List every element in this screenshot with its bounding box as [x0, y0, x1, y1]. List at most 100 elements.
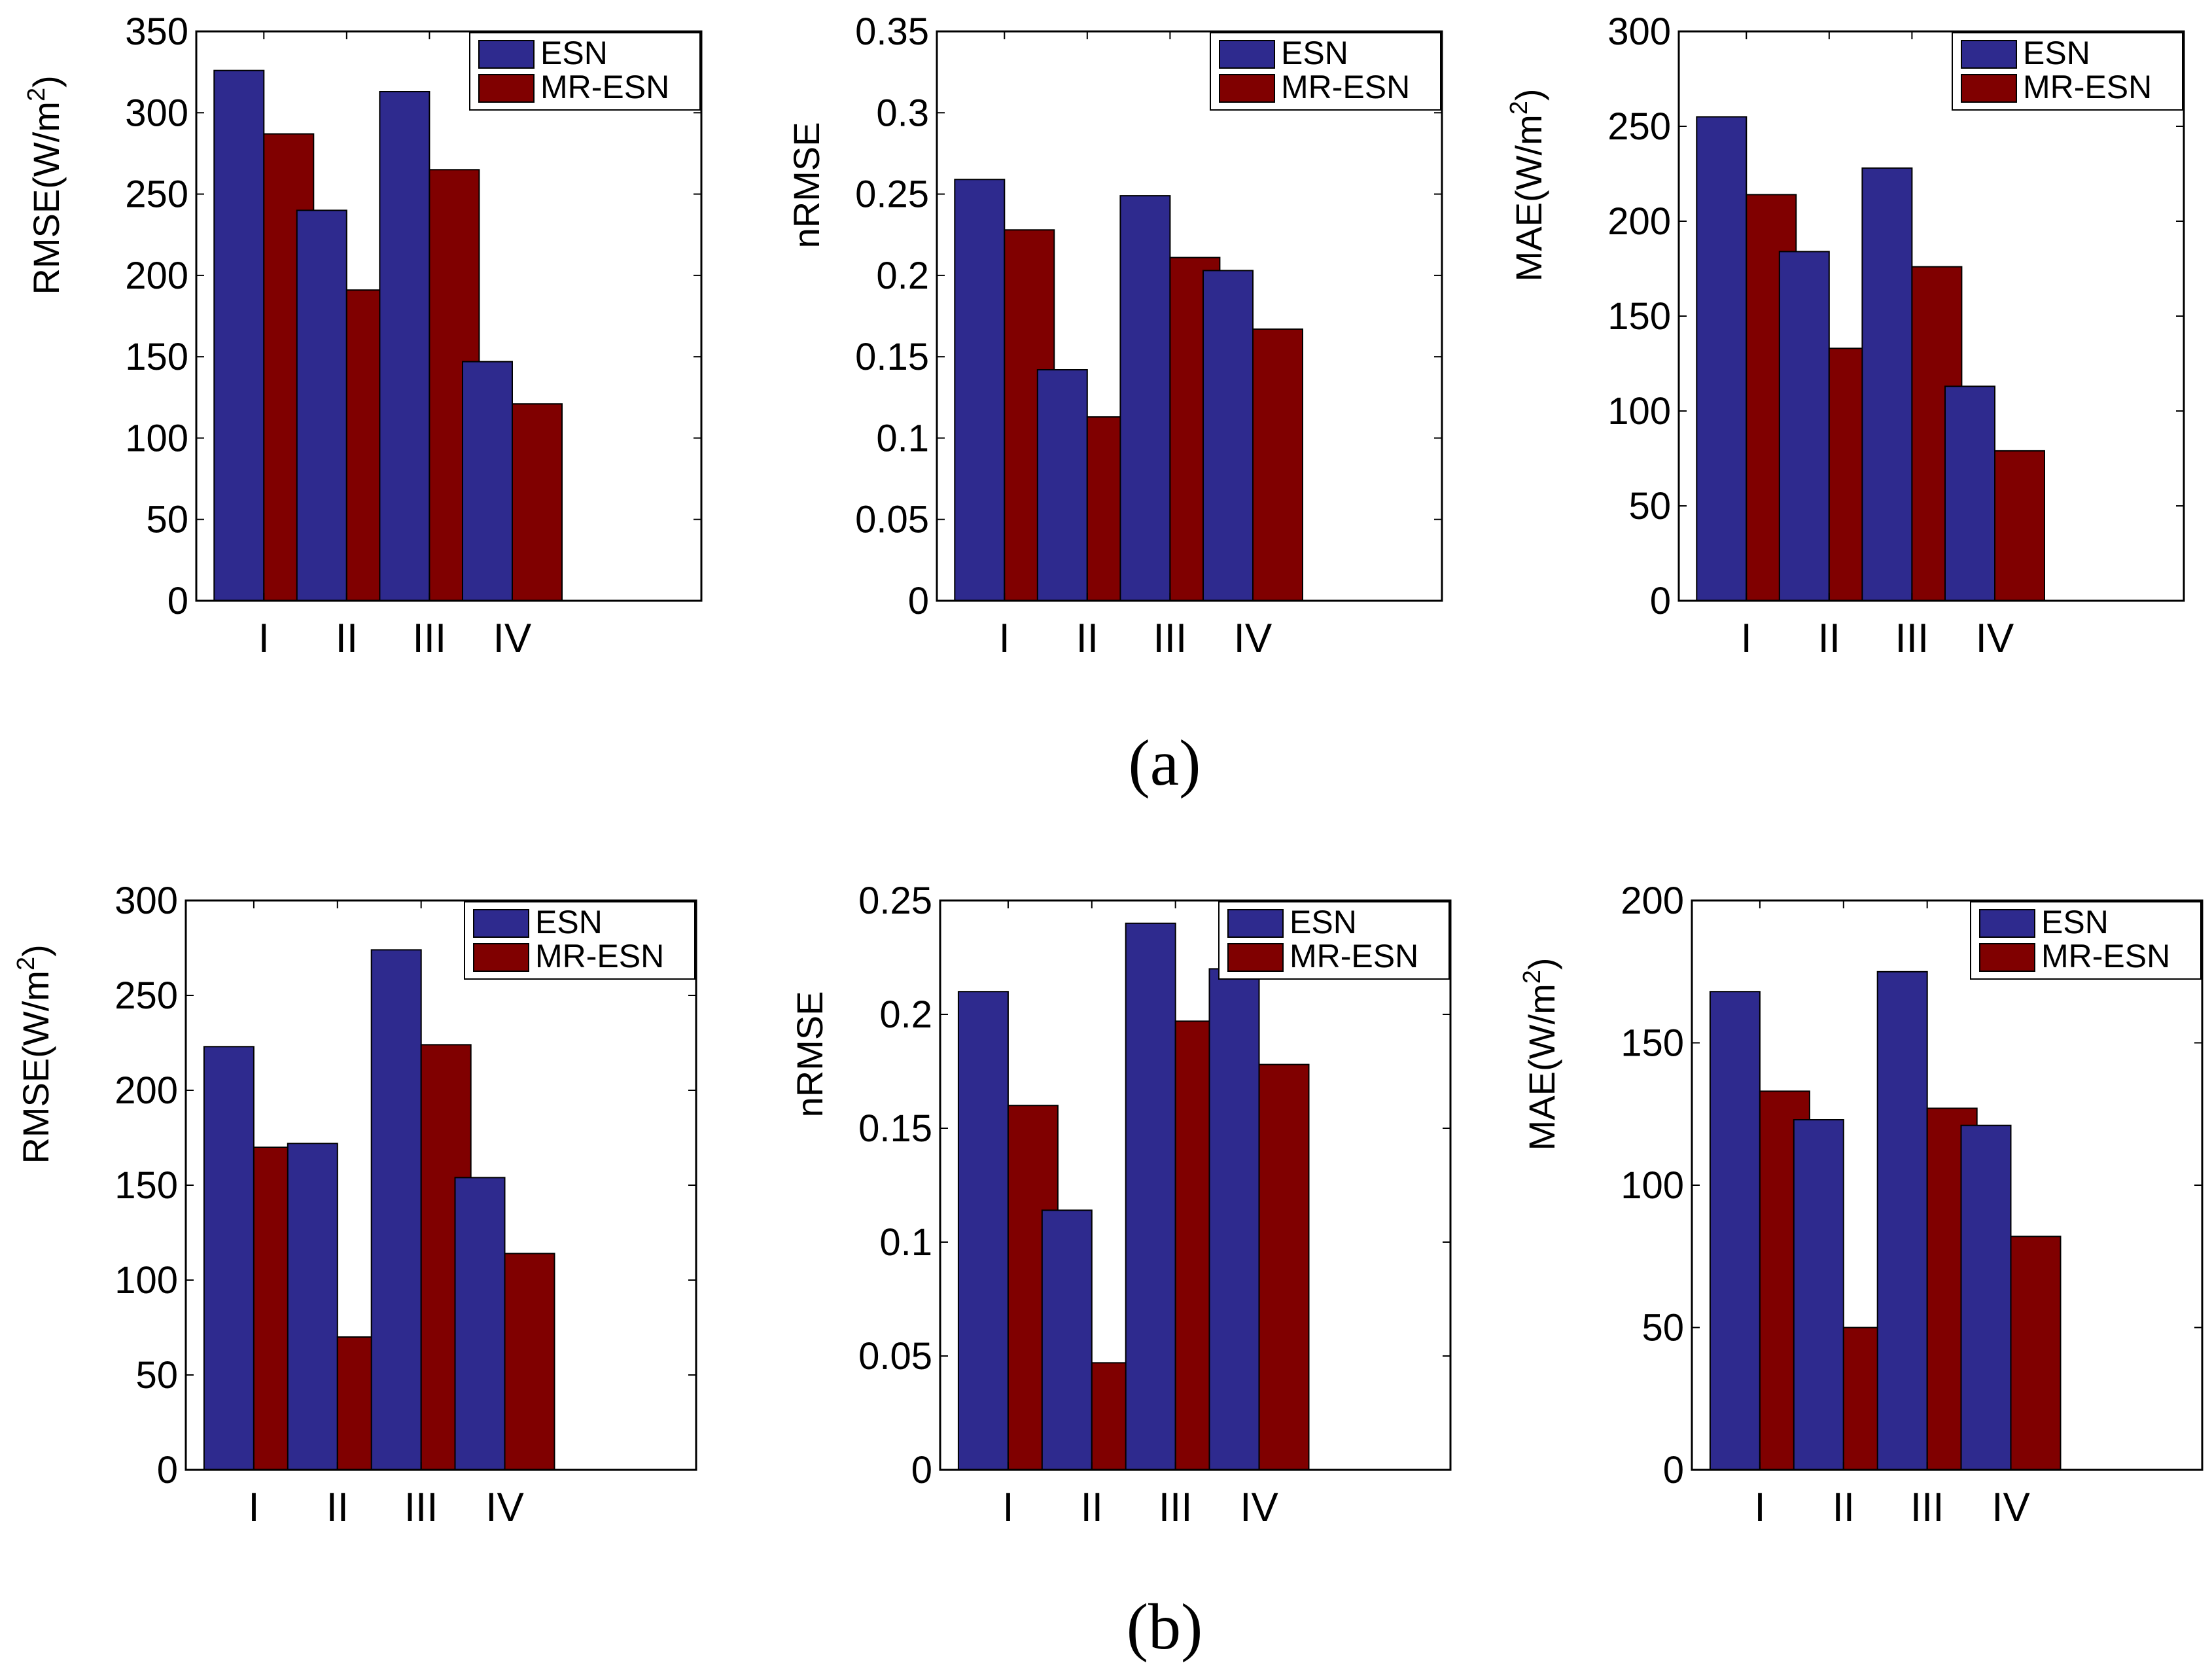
x-tick-label: IV — [1234, 616, 1273, 661]
y-tick-label: 150 — [125, 336, 188, 378]
legend-swatch-esn — [473, 909, 529, 938]
bar-esn-iv — [1944, 385, 1995, 601]
bar-esn-iv — [454, 1177, 506, 1471]
legend-label-esn: ESN — [540, 35, 608, 71]
y-tick-label: 150 — [1607, 295, 1671, 338]
bar-esn-ii — [1778, 251, 1830, 601]
x-tick-label: I — [1002, 1485, 1013, 1530]
chart-3: I II III IV050100150200250300MAE(W/m2)ESNMR… — [1505, 10, 2185, 661]
legend-label-mr-esn: MR-ESN — [2023, 69, 2152, 105]
bar-esn-iv — [462, 361, 513, 601]
plot-frame — [1677, 30, 2185, 602]
y-tick-label: 0.25 — [858, 880, 932, 922]
legend-swatch-mr-esn — [473, 943, 529, 972]
y-tick-label: 50 — [1641, 1307, 1684, 1349]
y-tick-label: 100 — [1621, 1164, 1684, 1207]
x-tick-label: IV — [485, 1485, 524, 1530]
y-tick-label: 200 — [1607, 200, 1671, 243]
y-tick-label: 0.2 — [876, 255, 929, 297]
x-tick-label: II — [1081, 1485, 1103, 1530]
chart-1: I II III IV050100150200250300350RMSE(W/m2)E… — [23, 10, 703, 661]
y-tick-label: 100 — [114, 1259, 178, 1302]
legend-swatch-mr-esn — [478, 74, 535, 103]
y-tick-label: 0 — [911, 1449, 932, 1491]
bar-esn-i — [203, 1046, 255, 1471]
y-tick-label: 0.1 — [879, 1221, 932, 1264]
legend-label-esn: ESN — [2023, 35, 2090, 71]
y-tick-label: 250 — [125, 173, 188, 216]
y-tick-label: 200 — [114, 1069, 178, 1112]
y-tick-label: 300 — [114, 880, 178, 922]
y-tick-label: 100 — [125, 417, 188, 459]
y-tick-label: 250 — [114, 974, 178, 1017]
x-tick-label: IV — [1976, 616, 2014, 661]
y-tick-label: 0.3 — [876, 92, 929, 134]
y-tick-label: 0.1 — [876, 417, 929, 459]
legend-label-esn: ESN — [1281, 35, 1348, 71]
legend-swatch-esn — [1227, 909, 1284, 938]
bar-esn-ii — [296, 209, 347, 601]
caption-a: (a) — [1128, 726, 1201, 799]
y-tick-label: 0 — [1663, 1449, 1684, 1491]
x-tick-label: III — [1895, 616, 1929, 661]
bar-esn-i — [1696, 116, 1747, 601]
y-tick-label: 0 — [157, 1449, 178, 1491]
legend-label-mr-esn: MR-ESN — [1281, 69, 1410, 105]
y-tick-label: 200 — [125, 255, 188, 297]
y-tick-label: 0 — [167, 580, 188, 622]
legend-swatch-mr-esn — [1979, 943, 2035, 972]
y-axis-label: MAE(W/m2) — [1505, 88, 1549, 281]
plot-frame — [1691, 899, 2203, 1471]
y-tick-label: 0.15 — [855, 336, 929, 378]
bar-esn-iii — [379, 91, 430, 601]
chart-4: I II III IV050100150200250300RMSE(W/m2)ESNM… — [12, 880, 697, 1530]
legend-swatch-esn — [1219, 40, 1275, 69]
bar-esn-ii — [1793, 1119, 1844, 1471]
y-tick-label: 350 — [125, 10, 188, 53]
x-tick-label: I — [1754, 1485, 1765, 1530]
bar-mr-esn-iv — [2010, 1236, 2062, 1471]
y-axis-label: RMSE(W/m2) — [23, 75, 67, 294]
legend-label-esn: ESN — [1290, 904, 1357, 940]
bar-esn-iii — [1119, 195, 1171, 602]
y-tick-label: 100 — [1607, 390, 1671, 433]
legend-label-esn: ESN — [535, 904, 603, 940]
legend-label-mr-esn: MR-ESN — [535, 938, 664, 974]
y-tick-label: 250 — [1607, 105, 1671, 148]
bar-esn-iii — [1125, 922, 1176, 1471]
plot-frame — [936, 30, 1443, 602]
bar-mr-esn-iv — [504, 1253, 555, 1471]
x-tick-label: IV — [1240, 1485, 1278, 1530]
y-tick-label: 0.15 — [858, 1107, 932, 1150]
x-tick-label: I — [248, 1485, 259, 1530]
bar-esn-iii — [1861, 167, 1913, 601]
bar-esn-iii — [370, 949, 422, 1471]
bar-esn-i — [213, 69, 265, 601]
x-tick-label: III — [1910, 1485, 1944, 1530]
x-tick-label: II — [326, 1485, 349, 1530]
x-tick-label: I — [999, 616, 1010, 661]
x-tick-label: II — [1818, 616, 1840, 661]
y-tick-label: 150 — [114, 1164, 178, 1207]
y-tick-label: 50 — [146, 499, 188, 541]
chart-5: I II III IV00.050.10.150.20.25nRMSEESNMR-ES… — [789, 880, 1452, 1530]
legend-swatch-esn — [1961, 40, 2017, 69]
y-tick-label: 150 — [1621, 1022, 1684, 1065]
y-axis-label: RMSE(W/m2) — [12, 944, 56, 1164]
legend-swatch-mr-esn — [1227, 943, 1284, 972]
legend-label-mr-esn: MR-ESN — [1290, 938, 1418, 974]
bar-esn-i — [954, 179, 1006, 601]
x-tick-label: IV — [493, 616, 532, 661]
bar-esn-i — [957, 991, 1009, 1471]
legend-swatch-esn — [1979, 909, 2035, 938]
x-tick-label: III — [1153, 616, 1187, 661]
legend-swatch-mr-esn — [1219, 74, 1275, 103]
bar-esn-i — [1709, 991, 1761, 1471]
chart-2: I II III IV00.050.10.150.20.250.30.35nRMSEE… — [786, 10, 1443, 661]
legend-label-mr-esn: MR-ESN — [2041, 938, 2170, 974]
